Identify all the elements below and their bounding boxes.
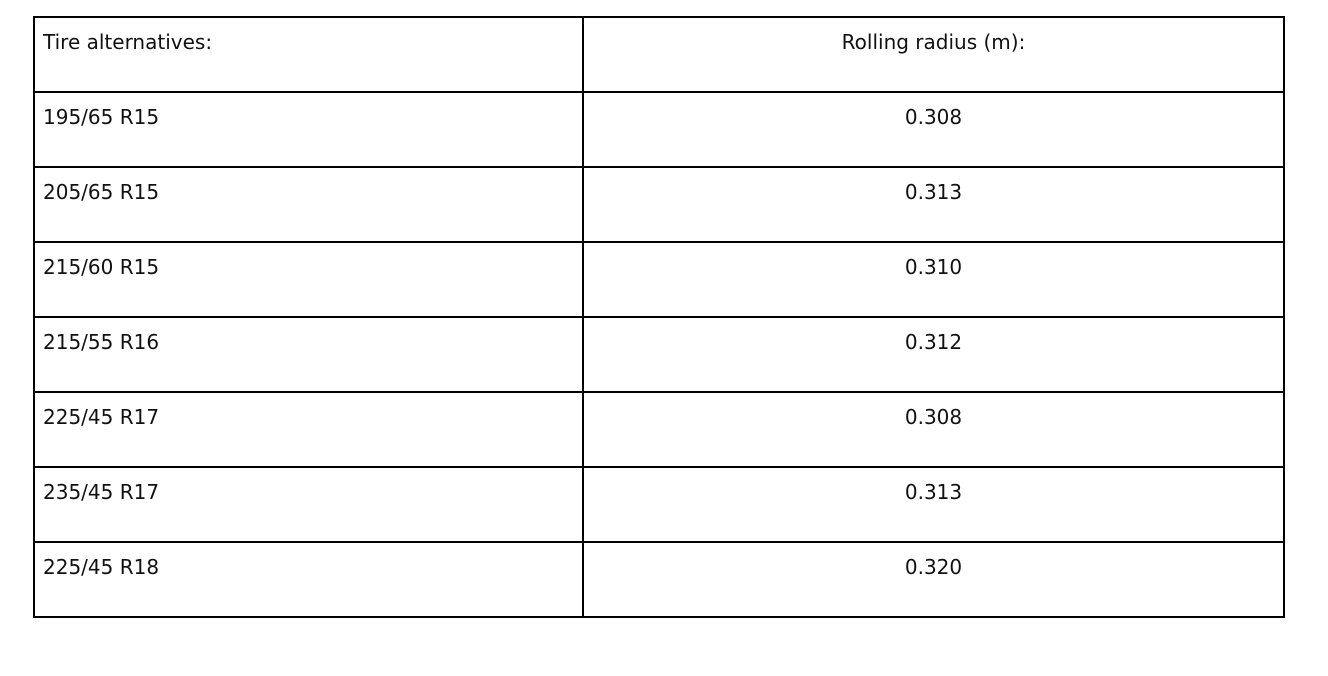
table-body: 195/65 R15 0.308 205/65 R15 0.313 215/60 R15… — [33, 91, 1285, 618]
table-row: 215/60 R15 0.310 — [33, 241, 1285, 318]
tire-cell: 225/45 R18 — [33, 541, 584, 618]
tire-table: Tire alternatives: Rolling radius (m): 1… — [33, 16, 1285, 618]
table-row: 235/45 R17 0.313 — [33, 466, 1285, 543]
tire-cell: 195/65 R15 — [33, 91, 584, 168]
radius-cell: 0.320 — [582, 541, 1285, 618]
header-cell: Rolling radius (m): — [582, 16, 1285, 93]
radius-cell: 0.313 — [582, 466, 1285, 543]
tire-cell: 215/60 R15 — [33, 241, 584, 318]
radius-cell: 0.313 — [582, 166, 1285, 243]
tire-cell: 205/65 R15 — [33, 166, 584, 243]
table-row: 195/65 R15 0.308 — [33, 91, 1285, 168]
tire-cell: 235/45 R17 — [33, 466, 584, 543]
radius-cell: 0.308 — [582, 91, 1285, 168]
table-row: 225/45 R17 0.308 — [33, 391, 1285, 468]
radius-cell: 0.312 — [582, 316, 1285, 393]
tire-cell: 225/45 R17 — [33, 391, 584, 468]
header-cell: Tire alternatives: — [33, 16, 584, 93]
radius-cell: 0.308 — [582, 391, 1285, 468]
radius-cell: 0.310 — [582, 241, 1285, 318]
tire-cell: 215/55 R16 — [33, 316, 584, 393]
table-row: 225/45 R18 0.320 — [33, 541, 1285, 618]
header-row: Tire alternatives: Rolling radius (m): — [33, 16, 1285, 93]
table-row: 215/55 R16 0.312 — [33, 316, 1285, 393]
table-row: 205/65 R15 0.313 — [33, 166, 1285, 243]
